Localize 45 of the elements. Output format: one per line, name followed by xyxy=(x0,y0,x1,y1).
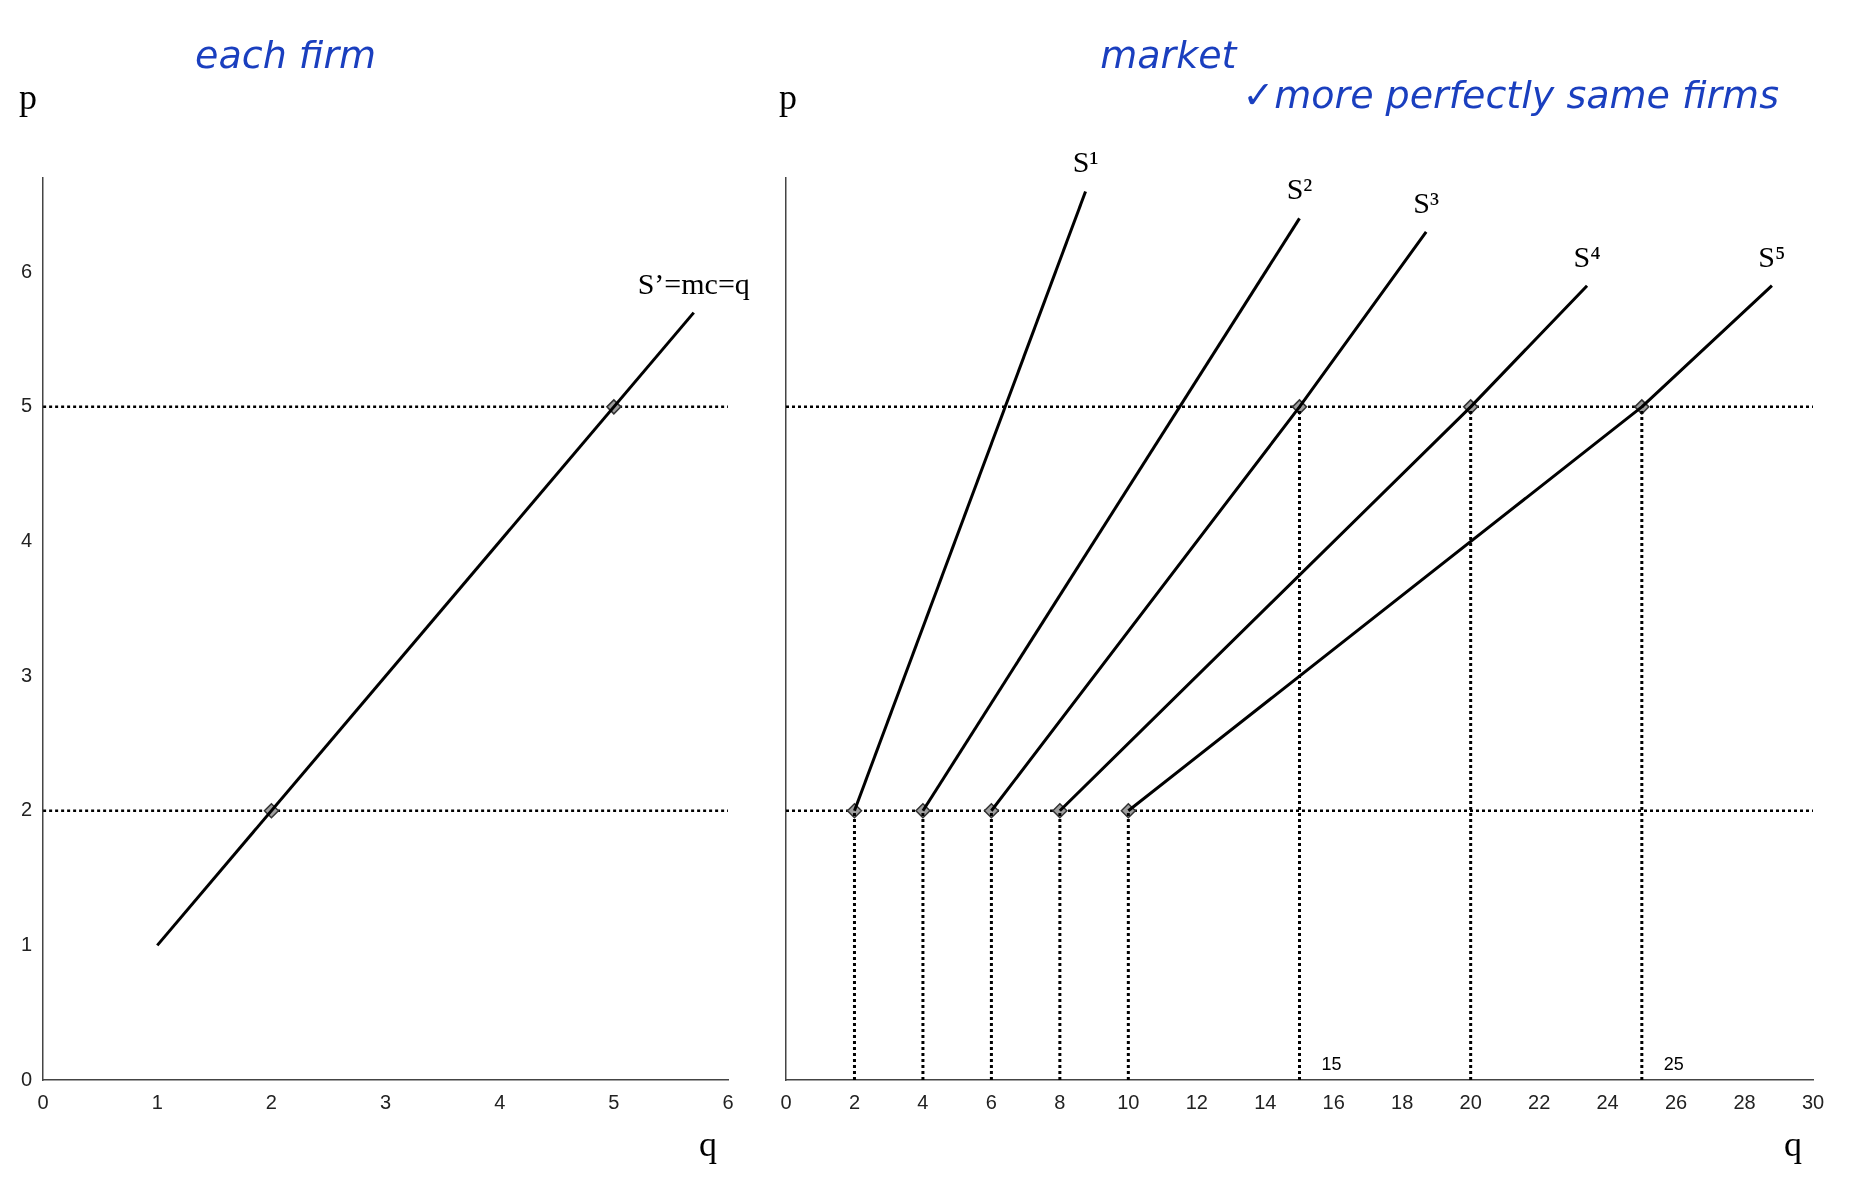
annotation: 15 xyxy=(1321,1053,1342,1074)
y-tick-label: 0 xyxy=(21,1067,33,1090)
y-tick-label: 6 xyxy=(21,259,33,282)
x-tick-label: 4 xyxy=(917,1090,929,1113)
y-tick-label: 2 xyxy=(21,798,33,821)
x-tick-label: 6 xyxy=(985,1090,997,1113)
x-axis-title: q xyxy=(1784,1124,1802,1165)
series-label: S² xyxy=(1286,172,1313,206)
x-tick-label: 1 xyxy=(151,1090,163,1113)
y-tick-label: 3 xyxy=(21,663,33,686)
x-tick-label: 16 xyxy=(1322,1090,1345,1113)
x-tick-label: 22 xyxy=(1528,1090,1551,1113)
x-tick-label: 18 xyxy=(1391,1090,1414,1113)
y-tick-label: 4 xyxy=(21,529,33,552)
x-tick-label: 2 xyxy=(265,1090,277,1113)
x-tick-label: 5 xyxy=(608,1090,620,1113)
text: market xyxy=(1100,32,1239,77)
x-tick-label: 6 xyxy=(722,1090,734,1113)
x-tick-label: 26 xyxy=(1664,1090,1688,1113)
x-tick-label: 12 xyxy=(1185,1090,1208,1113)
text: each firm xyxy=(195,32,377,77)
x-tick-label: 0 xyxy=(37,1090,49,1113)
x-tick-label: 30 xyxy=(1801,1090,1825,1113)
x-tick-label: 2 xyxy=(848,1090,861,1113)
x-tick-label: 28 xyxy=(1733,1090,1756,1113)
y-tick-label: 5 xyxy=(21,394,33,417)
x-tick-label: 0 xyxy=(780,1090,792,1113)
series-label: S³ xyxy=(1413,185,1440,219)
text: ✓more perfectly same firms xyxy=(1242,72,1779,117)
x-tick-label: 3 xyxy=(380,1090,392,1113)
x-tick-label: 8 xyxy=(1054,1090,1066,1113)
y-axis-title: p xyxy=(779,77,797,118)
annotation: 25 xyxy=(1663,1053,1684,1074)
x-tick-label: 10 xyxy=(1117,1090,1140,1113)
x-tick-label: 4 xyxy=(494,1090,506,1113)
y-axis-title: p xyxy=(19,77,37,118)
series-label: S’=mc=q xyxy=(637,266,750,300)
x-axis-title: q xyxy=(699,1124,717,1165)
series-label: S¹ xyxy=(1072,145,1099,179)
x-tick-label: 20 xyxy=(1459,1090,1482,1113)
y-tick-label: 1 xyxy=(21,932,33,955)
series-label: S⁴ xyxy=(1573,239,1601,273)
series-label: S⁵ xyxy=(1758,239,1786,273)
x-tick-label: 24 xyxy=(1596,1090,1619,1113)
x-tick-label: 14 xyxy=(1254,1090,1277,1113)
